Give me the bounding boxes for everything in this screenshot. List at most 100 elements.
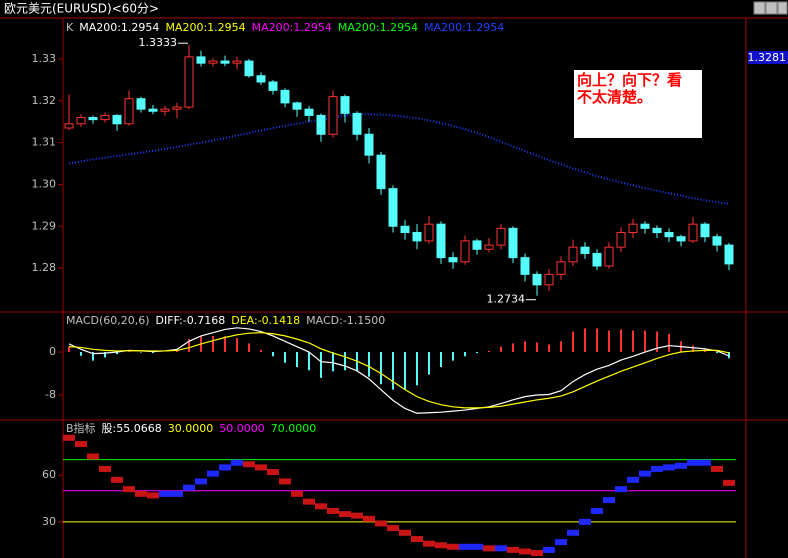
indicator-point [123,486,135,493]
candle-body [76,117,86,125]
diff-line [68,327,730,414]
indicator-point [351,512,363,519]
candle-body [160,108,170,112]
indicator-point [99,465,111,472]
indicator-point [591,507,603,514]
candle-body [436,223,446,259]
indicator-point [555,539,567,546]
indicator-point [219,464,231,471]
indicator-point [543,546,555,553]
annotation-box: 向上？向下？看不太清楚。 [574,70,702,138]
window-title: 欧元美元(EURUSD)<60分> [4,2,159,16]
candle-body [520,257,530,275]
candle-body [124,98,134,125]
indicator-point [447,543,459,550]
candle-body [388,188,398,227]
candle-body [352,112,362,135]
indicator-point [243,461,255,468]
indicator-point [267,469,279,476]
legend-item: MA200:1.2954 [338,21,418,34]
candle-body [232,60,242,64]
candle-body [472,240,482,250]
candle-body [304,108,314,116]
candle-body [196,56,206,64]
indicator-point [699,459,711,466]
candle-body [208,60,218,64]
candle-body [172,106,182,110]
y-tick-label: 1.32 [32,94,57,107]
candle-body [544,273,554,286]
ma200-line [68,113,730,205]
y-tick-label: 1.30 [32,177,57,190]
legend-item: DEA:-0.1418 [231,314,300,327]
candle-body [256,75,266,83]
candle-body [220,60,230,64]
legend-item: B指标 [66,421,96,435]
indicator-point [327,507,339,514]
candle-body [268,81,278,91]
y-tick-label: 60 [42,468,56,481]
y-tick-label: 1.31 [32,136,57,149]
candle-body [688,223,698,242]
candle-body [664,232,674,238]
legend-item: 股:55.0668 [102,422,162,435]
indicator-point [471,543,483,550]
candle-body [616,232,626,248]
y-tick-label: 0 [49,345,56,358]
candle-body [136,98,146,110]
indicator-point [375,520,387,527]
indicator-point [255,464,267,471]
indicator-point [651,465,663,472]
candle-body [412,232,422,242]
legend-item: MACD:-1.1500 [306,314,385,327]
y-tick-label: -8 [45,388,56,401]
indicator-point [291,490,303,497]
candle-body [448,257,458,263]
indicator-point [495,545,507,552]
indicator-point [519,548,531,555]
window-buttons[interactable] [753,1,788,15]
indicator-point [615,486,627,493]
min-label: 1.2734 [487,293,526,306]
candle-body [424,223,434,242]
indicator-point [303,498,315,505]
legend-item: 50.0000 [219,422,265,435]
indicator-point [363,515,375,522]
candle-body [508,227,518,259]
legend-item: MA200:1.2954 [252,21,332,34]
indicator-point [483,545,495,552]
candle-body [64,123,74,129]
indicator-point [339,511,351,518]
candle-body [712,236,722,246]
candle-body [652,227,662,234]
indicator-point [111,476,123,483]
button-prev[interactable] [753,1,766,15]
legend-item: DIFF:-0.7168 [156,314,226,327]
current-price: 1.3281 [748,51,787,64]
candle-body [340,96,350,114]
candle-body [580,246,590,254]
candle-body [148,108,158,112]
candle-body [640,223,650,229]
indicator-point [603,497,615,504]
button-close[interactable] [777,1,788,15]
indicator-point [711,465,723,472]
candle-body [364,133,374,156]
candle-body [376,154,386,190]
candle-body [292,102,302,110]
indicator-point [531,550,543,557]
candle-body [496,227,506,246]
button-next[interactable] [765,1,778,15]
candle-body [184,56,194,108]
candle-body [316,114,326,135]
candle-body [244,60,254,77]
indicator-point [147,492,159,499]
candle-body [100,114,110,121]
candle-body [676,236,686,242]
y-tick-label: 1.29 [32,219,57,232]
candle-body [604,246,614,267]
legend-item: 70.0000 [271,422,317,435]
indicator-point [231,459,243,466]
candle-body [484,244,494,250]
